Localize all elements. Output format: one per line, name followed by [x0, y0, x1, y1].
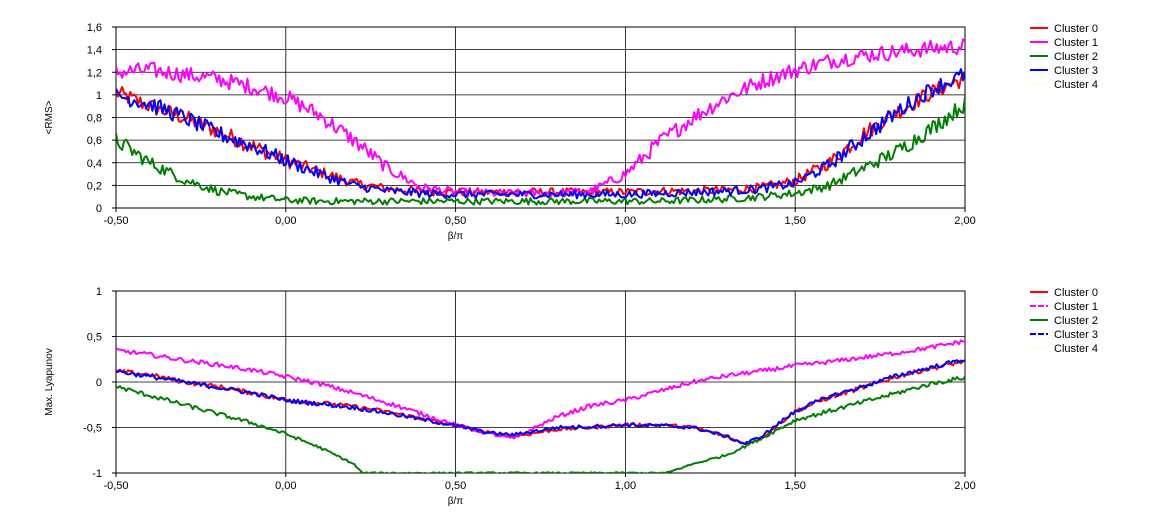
- series-line-cluster-2: [116, 96, 965, 206]
- x-tick-label: 2,00: [954, 480, 975, 492]
- y-tick-label: 1,2: [87, 67, 102, 79]
- y-tick-label: 1,4: [87, 45, 102, 57]
- x-tick-label: 0,00: [275, 480, 296, 492]
- legend-entry: Cluster 2: [1054, 315, 1098, 327]
- x-axis-label: β/π: [448, 231, 464, 242]
- y-tick-label: 1: [96, 90, 102, 102]
- x-tick-label: 1,00: [615, 480, 636, 492]
- legend-entry: Cluster 3: [1054, 329, 1098, 341]
- y-tick-label: 1: [96, 286, 102, 298]
- legend-entry: Cluster 0: [1054, 287, 1098, 299]
- y-axis-label: <RMS>: [44, 100, 55, 134]
- y-tick-label: -0,5: [83, 423, 102, 435]
- chart-2: -1-0,500,51-0,50 0,00 0,50 1,00 1,50 2,00β/πM…: [44, 286, 1098, 507]
- y-axis-label: Max. Lyapunov: [44, 348, 55, 415]
- y-tick-label: 0,2: [87, 180, 102, 192]
- y-tick-label: 0,4: [87, 158, 102, 170]
- y-tick-label: 0,5: [87, 332, 102, 344]
- x-tick-label: -0,50: [103, 215, 128, 227]
- x-tick-label: 1,00: [615, 215, 636, 227]
- chart-1: 0 0,2 0,4 0,6 0,8 1 1,2 1,4 1,6 -0,50 0,00 0,50 1,00…: [44, 22, 1098, 242]
- y-tick-label: 0,6: [87, 135, 102, 147]
- x-tick-label: -0,50: [103, 480, 128, 492]
- legend-entry: Cluster 1: [1054, 301, 1098, 313]
- x-tick-label: 1,50: [784, 215, 805, 227]
- legend-entry: Cluster 2: [1054, 51, 1098, 63]
- y-tick-label: 0,8: [87, 113, 102, 125]
- y-tick-label: -1: [92, 468, 102, 480]
- y-tick-label: 0: [96, 377, 102, 389]
- legend-entry: Cluster 1: [1054, 37, 1098, 49]
- x-axis-label: β/π: [448, 496, 464, 507]
- legend-entry: Cluster 3: [1054, 65, 1098, 77]
- y-tick-label: 1,6: [87, 22, 102, 34]
- x-tick-label: 1,50: [784, 480, 805, 492]
- series-line-cluster-1: [116, 339, 965, 440]
- x-tick-label: 2,00: [954, 215, 975, 227]
- legend-entry: Cluster 4: [1054, 343, 1098, 355]
- x-tick-label: 0,00: [275, 215, 296, 227]
- legend-entry: Cluster 4: [1054, 79, 1098, 91]
- series-line-cluster-3: [116, 68, 965, 200]
- series-line-cluster-3: [116, 359, 965, 445]
- y-tick-label: 0: [96, 203, 102, 215]
- legend-entry: Cluster 0: [1054, 23, 1098, 35]
- series-line-cluster-2: [116, 376, 965, 473]
- x-tick-label: 0,50: [445, 480, 466, 492]
- x-tick-label: 0,50: [445, 215, 466, 227]
